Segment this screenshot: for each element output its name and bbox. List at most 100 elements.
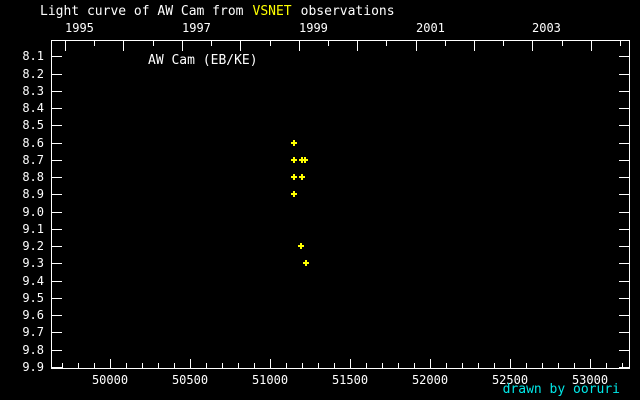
x-axis-minor-tick — [558, 363, 559, 369]
data-point — [291, 140, 297, 146]
y-axis-tick-label: 8.3 — [22, 84, 44, 98]
y-axis-tick-left — [52, 246, 62, 247]
x-axis-minor-tick — [366, 363, 367, 369]
y-axis-tick-left — [52, 74, 62, 75]
top-axis-halfyear-tick — [270, 41, 271, 46]
top-axis-halfyear-tick — [94, 41, 95, 46]
y-axis-tick-label: 8.5 — [22, 118, 44, 132]
y-axis-tick-left — [52, 263, 62, 264]
x-axis-minor-tick — [142, 363, 143, 369]
top-axis-halfyear-tick — [386, 41, 387, 46]
y-axis-tick-label: 8.4 — [22, 101, 44, 115]
top-axis-year-tick — [123, 41, 124, 51]
top-axis-year-tick — [299, 41, 300, 51]
x-axis-minor-tick — [622, 363, 623, 369]
y-axis-tick-right — [619, 367, 629, 368]
x-axis-minor-tick — [334, 363, 335, 369]
data-point — [298, 243, 304, 249]
y-axis-tick-left — [52, 194, 62, 195]
y-axis-tick-label: 9.9 — [22, 360, 44, 374]
y-axis-tick-label: 9.1 — [22, 222, 44, 236]
x-axis-minor-tick — [286, 363, 287, 369]
y-axis-tick-left — [52, 143, 62, 144]
y-axis-tick-label: 9.3 — [22, 256, 44, 270]
y-axis-tick-left — [52, 281, 62, 282]
x-axis-minor-tick — [222, 363, 223, 369]
x-axis-minor-tick — [478, 363, 479, 369]
x-axis-minor-tick — [462, 363, 463, 369]
x-axis-tick-label: 51000 — [251, 373, 289, 387]
y-axis-tick-label: 9.2 — [22, 239, 44, 253]
top-axis-year-tick — [357, 41, 358, 51]
x-axis-tick-label: 50500 — [171, 373, 209, 387]
y-axis-tick-label: 8.9 — [22, 187, 44, 201]
x-axis-minor-tick — [206, 363, 207, 369]
x-axis-minor-tick — [254, 363, 255, 369]
y-axis-tick-left — [52, 332, 62, 333]
top-axis-year-label: 1997 — [182, 21, 211, 35]
y-axis-tick-left — [52, 108, 62, 109]
top-axis-halfyear-tick — [503, 41, 504, 46]
y-axis-tick-left — [52, 125, 62, 126]
x-axis-minor-tick — [446, 363, 447, 369]
y-axis-tick-label: 8.6 — [22, 136, 44, 150]
top-axis-year-tick — [182, 41, 183, 51]
top-axis-halfyear-tick — [211, 41, 212, 46]
y-axis-tick-right — [619, 74, 629, 75]
x-axis-tick-label: 52500 — [491, 373, 529, 387]
y-axis-tick-left — [52, 315, 62, 316]
y-axis-tick-left — [52, 160, 62, 161]
y-axis-tick-right — [619, 160, 629, 161]
x-axis-minor-tick — [174, 363, 175, 369]
x-axis-minor-tick — [398, 363, 399, 369]
x-axis-major-tick — [430, 359, 431, 369]
data-point — [291, 174, 297, 180]
credit-text: drawn by ooruri — [502, 382, 620, 397]
top-axis-year-tick — [416, 41, 417, 51]
y-axis-tick-label: 9.0 — [22, 205, 44, 219]
y-axis-tick-right — [619, 350, 629, 351]
x-axis-minor-tick — [62, 363, 63, 369]
x-axis-minor-tick — [606, 363, 607, 369]
y-axis-tick-right — [619, 91, 629, 92]
y-axis-tick-label: 9.7 — [22, 325, 44, 339]
top-axis-year-tick — [474, 41, 475, 51]
x-axis-minor-tick — [78, 363, 79, 369]
y-axis-tick-right — [619, 56, 629, 57]
y-axis-tick-right — [619, 298, 629, 299]
chart-title: Light curve of AW Cam from VSNET observati… — [40, 4, 395, 19]
x-axis-major-tick — [110, 359, 111, 369]
y-axis-tick-label: 8.8 — [22, 170, 44, 184]
y-axis-tick-label: 8.2 — [22, 67, 44, 81]
x-axis-tick-label: 52000 — [411, 373, 449, 387]
y-axis-tick-left — [52, 298, 62, 299]
top-axis-year-tick — [240, 41, 241, 51]
top-axis-year-label: 1999 — [299, 21, 328, 35]
y-axis-tick-label: 9.8 — [22, 343, 44, 357]
x-axis-minor-tick — [126, 363, 127, 369]
x-axis-tick-label: 53000 — [571, 373, 609, 387]
data-point — [303, 260, 309, 266]
top-axis-halfyear-tick — [445, 41, 446, 46]
chart-title-vsnet: VSNET — [252, 4, 292, 19]
y-axis-tick-right — [619, 229, 629, 230]
x-axis-major-tick — [590, 359, 591, 369]
y-axis-tick-label: 9.5 — [22, 291, 44, 305]
top-axis-halfyear-tick — [620, 41, 621, 46]
x-axis-minor-tick — [318, 363, 319, 369]
top-axis-halfyear-tick — [153, 41, 154, 46]
y-axis-tick-label: 9.4 — [22, 274, 44, 288]
x-axis-major-tick — [510, 359, 511, 369]
data-point — [291, 157, 297, 163]
x-axis-minor-tick — [382, 363, 383, 369]
top-axis-year-tick — [591, 41, 592, 51]
plot-area — [51, 40, 630, 369]
y-axis-tick-left — [52, 229, 62, 230]
top-axis-year-label: 2003 — [532, 21, 561, 35]
top-axis-year-tick — [65, 41, 66, 51]
x-axis-major-tick — [270, 359, 271, 369]
x-axis-minor-tick — [574, 363, 575, 369]
top-axis-halfyear-tick — [328, 41, 329, 46]
